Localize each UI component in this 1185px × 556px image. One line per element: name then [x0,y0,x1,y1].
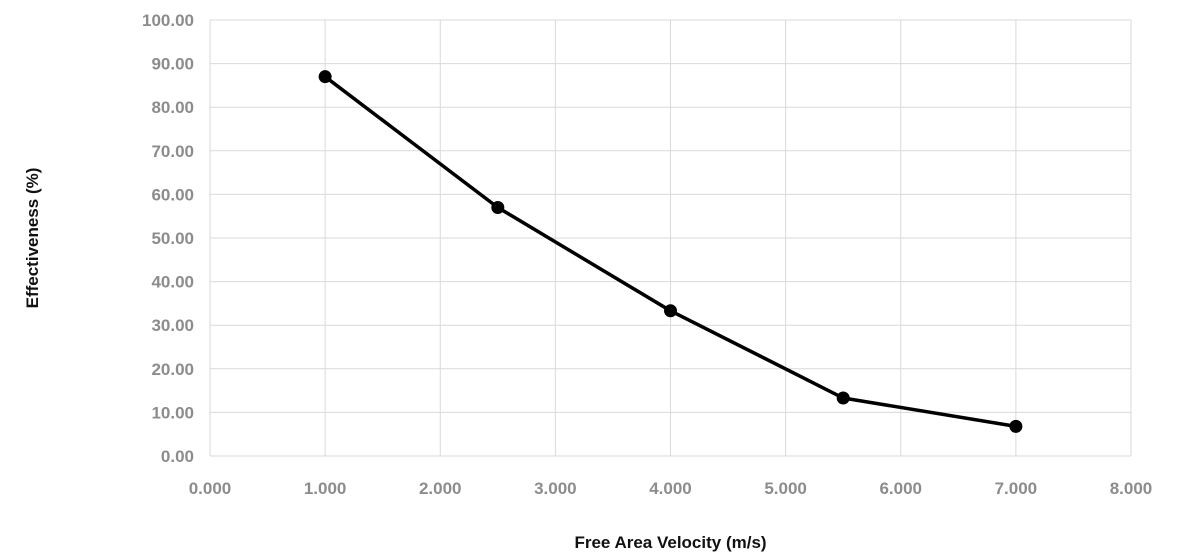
x-tick-label: 4.000 [649,479,692,498]
y-tick-label: 60.00 [151,185,194,204]
y-tick-label: 40.00 [151,273,194,292]
data-point [491,200,505,214]
y-tick-label: 50.00 [151,229,194,248]
x-tick-label: 7.000 [995,479,1038,498]
y-tick-label: 30.00 [151,316,194,335]
x-axis-title: Free Area Velocity (m/s) [574,533,766,552]
x-tick-label: 5.000 [764,479,807,498]
data-point [1009,419,1023,433]
y-tick-label: 90.00 [151,55,194,74]
y-tick-label: 100.00 [142,11,194,30]
data-point [318,70,332,84]
data-series [318,70,1023,433]
y-tick-label: 0.00 [161,447,194,466]
data-point [664,304,677,318]
y-tick-label: 70.00 [151,142,194,161]
x-tick-label: 6.000 [879,479,922,498]
x-tick-label: 2.000 [419,479,462,498]
x-tick-label: 0.000 [189,479,232,498]
y-tick-label: 80.00 [151,98,194,117]
gridlines [209,19,1132,456]
y-tick-label: 10.00 [151,403,194,422]
tick-labels: 0.00 10.00 20.00 30.00 40.00 50.00 60.00 70.00 8… [142,11,1152,498]
data-point [836,391,850,405]
x-tick-label: 8.000 [1110,479,1153,498]
x-tick-label: 1.000 [304,479,347,498]
y-axis-title: Effectiveness (%) [23,168,42,309]
x-tick-label: 3.000 [534,479,577,498]
y-tick-label: 20.00 [151,360,194,379]
